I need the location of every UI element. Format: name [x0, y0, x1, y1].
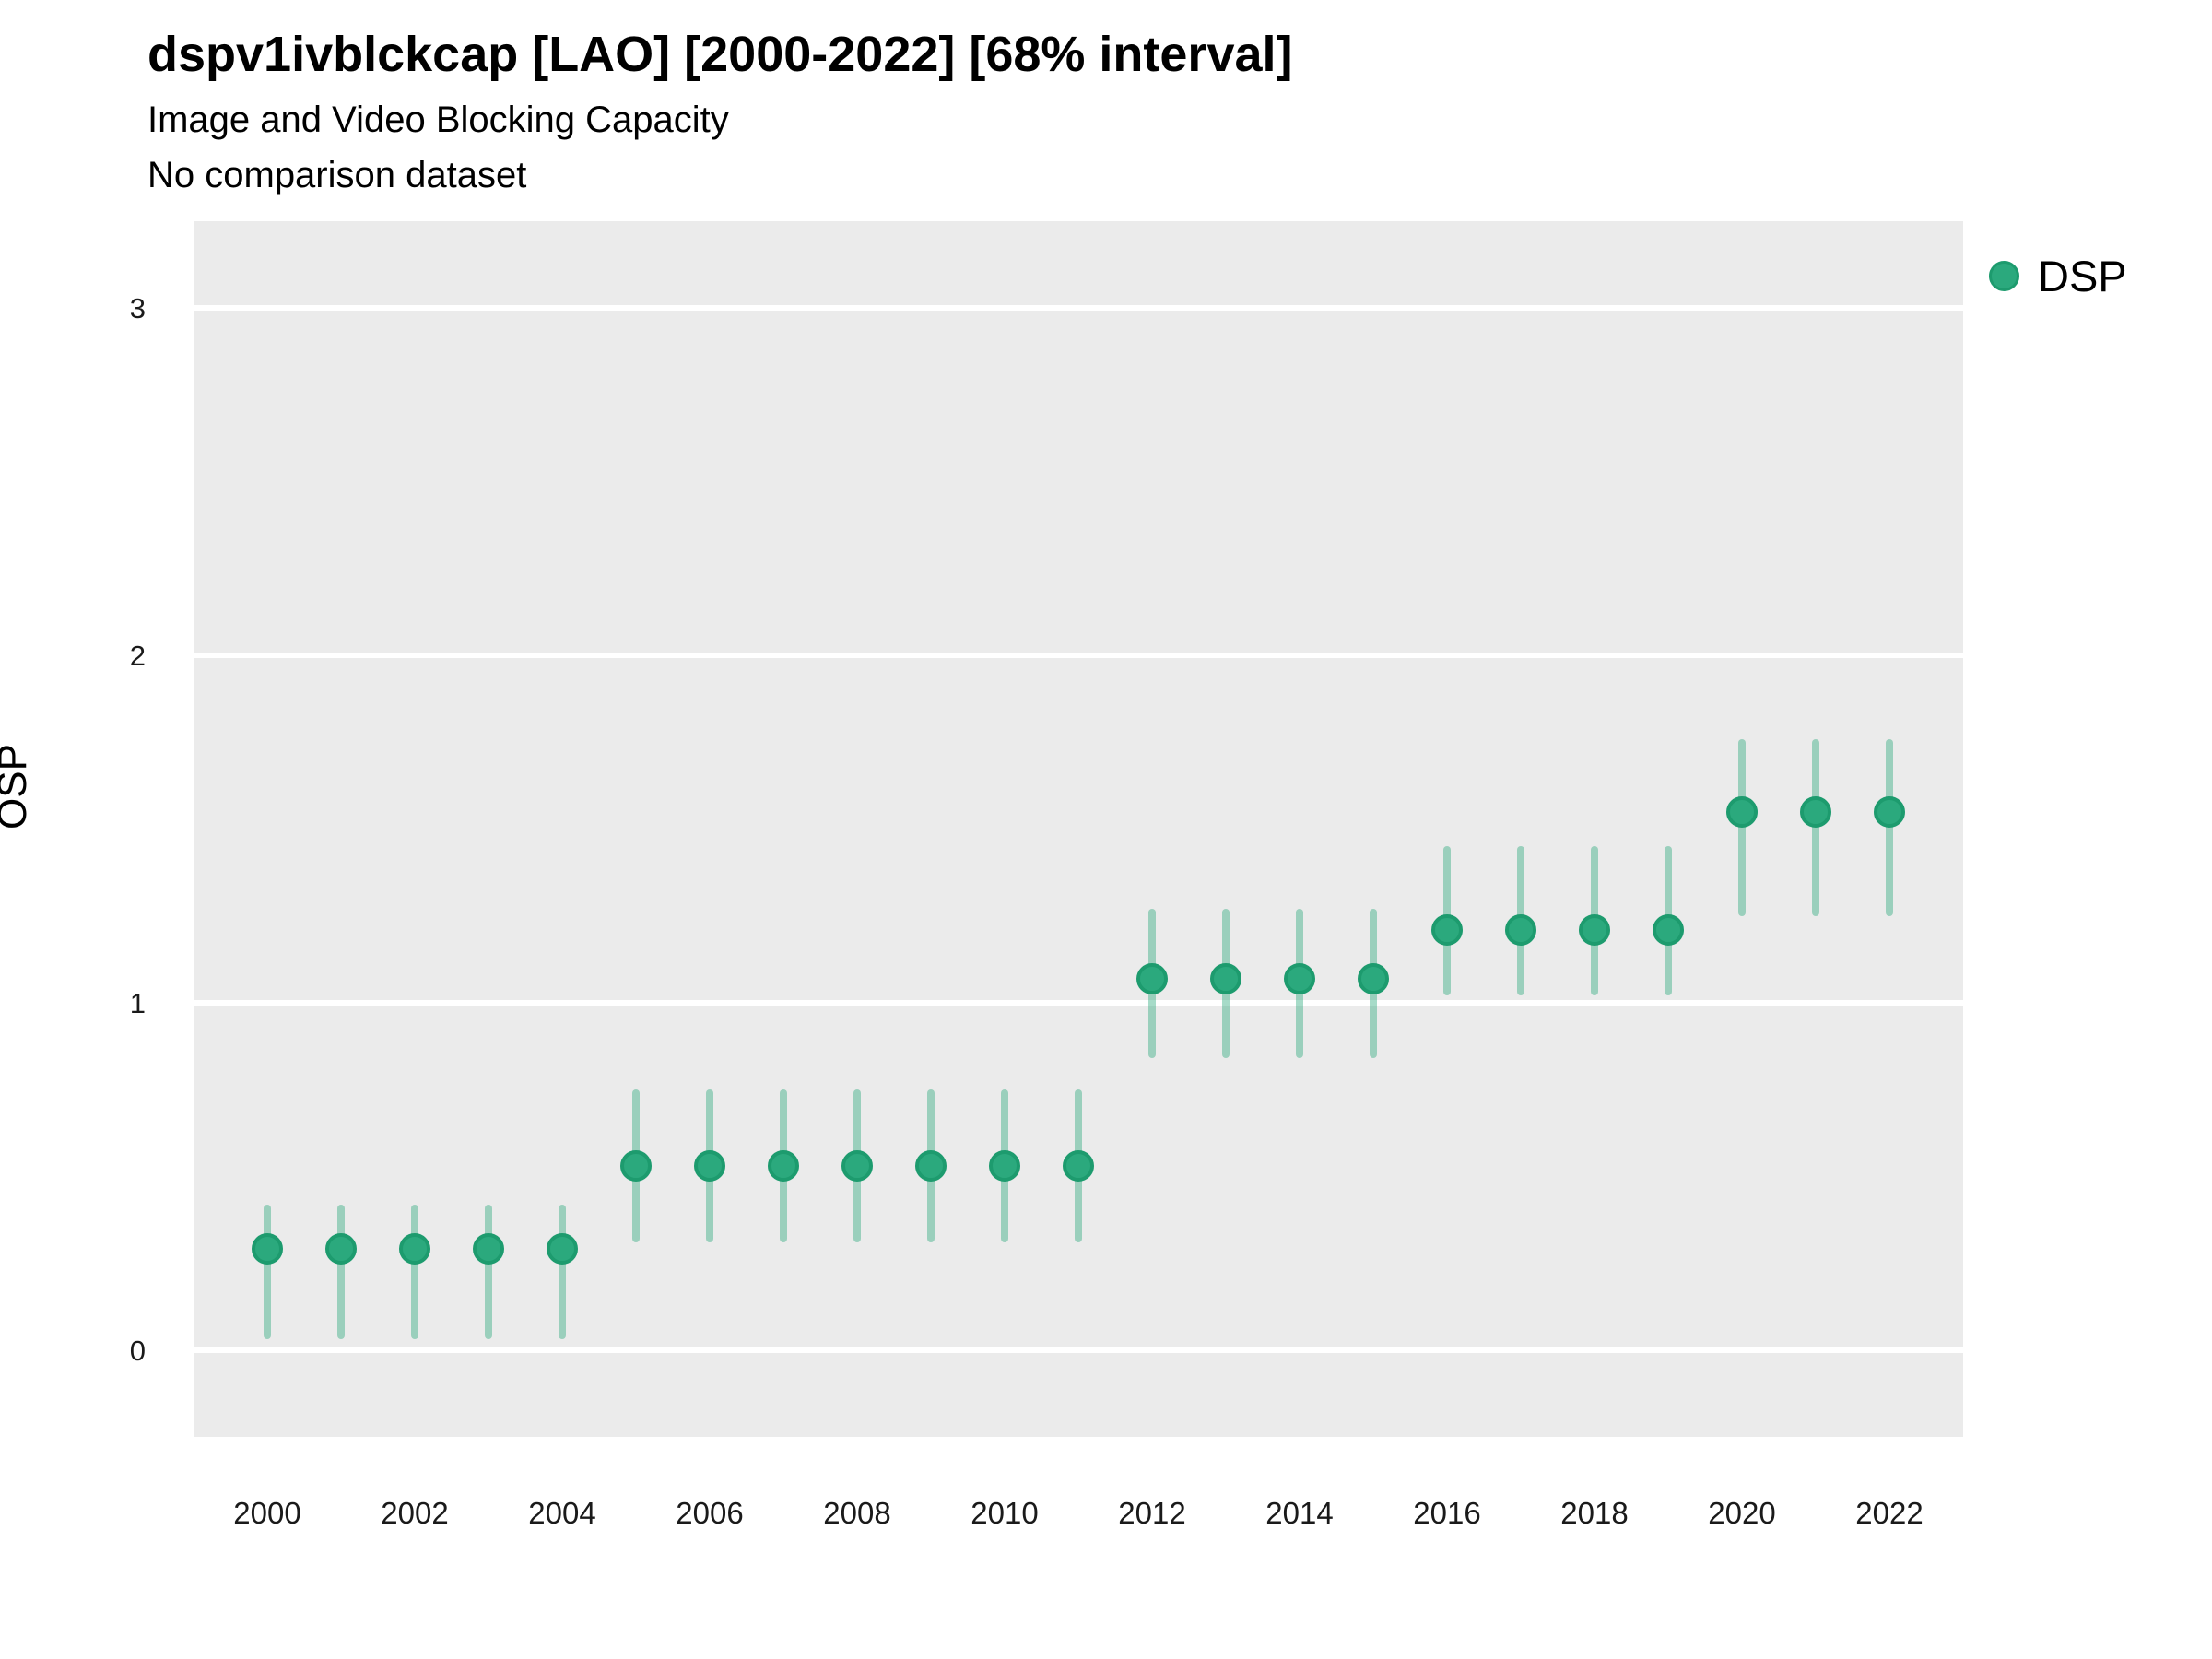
point-2013 — [1210, 962, 1241, 994]
gridline-y-1 — [194, 999, 1963, 1006]
point-2022 — [1874, 795, 1905, 828]
point-2012 — [1136, 962, 1168, 994]
point-2009 — [915, 1150, 947, 1182]
gridline-y-2 — [194, 653, 1963, 659]
point-2021 — [1800, 795, 1831, 828]
gridline-y-0 — [194, 1347, 1963, 1353]
interval-bar-2001 — [337, 1204, 345, 1340]
interval-bar-2003 — [485, 1204, 492, 1340]
point-2005 — [620, 1150, 652, 1182]
point-2016 — [1431, 913, 1463, 946]
legend-label: DSP — [2038, 252, 2127, 300]
interval-bar-2004 — [559, 1204, 566, 1340]
x-tick-2000: 2000 — [233, 1496, 301, 1530]
y-tick-1: 1 — [129, 986, 146, 1019]
x-tick-2020: 2020 — [1708, 1496, 1776, 1530]
x-tick-2014: 2014 — [1265, 1496, 1334, 1530]
point-2015 — [1358, 962, 1389, 994]
x-tick-2002: 2002 — [381, 1496, 449, 1530]
point-2007 — [768, 1150, 799, 1182]
chart-title: dspv1ivblckcap [LAO] [2000-2022] [68% in… — [147, 27, 1293, 82]
point-2004 — [547, 1233, 578, 1265]
point-2014 — [1284, 962, 1315, 994]
legend-point-icon — [1989, 261, 2019, 291]
point-2019 — [1653, 913, 1684, 946]
point-2003 — [473, 1233, 504, 1265]
point-2018 — [1579, 913, 1610, 946]
y-tick-2: 2 — [129, 640, 146, 673]
x-tick-2012: 2012 — [1118, 1496, 1186, 1530]
x-tick-2008: 2008 — [823, 1496, 891, 1530]
point-2008 — [841, 1150, 873, 1182]
y-axis-title: OSP — [0, 744, 35, 830]
x-tick-2018: 2018 — [1560, 1496, 1629, 1530]
gridline-y-3 — [194, 305, 1963, 312]
point-2011 — [1063, 1150, 1094, 1182]
point-2002 — [399, 1233, 430, 1265]
plot-panel — [194, 221, 1963, 1437]
legend: DSP — [1989, 251, 2127, 301]
x-tick-2022: 2022 — [1855, 1496, 1924, 1530]
x-tick-2010: 2010 — [971, 1496, 1039, 1530]
chart-subtitle: Image and Video Blocking Capacity — [147, 100, 729, 140]
interval-bar-2000 — [264, 1204, 271, 1340]
point-2000 — [252, 1233, 283, 1265]
x-tick-2006: 2006 — [676, 1496, 744, 1530]
comparison-note: No comparison dataset — [147, 155, 527, 195]
point-2017 — [1505, 913, 1536, 946]
x-tick-2004: 2004 — [528, 1496, 596, 1530]
point-2006 — [694, 1150, 725, 1182]
y-tick-3: 3 — [129, 292, 146, 325]
interval-bar-2002 — [411, 1204, 418, 1340]
x-tick-2016: 2016 — [1413, 1496, 1481, 1530]
y-tick-0: 0 — [129, 1334, 146, 1367]
point-2010 — [989, 1150, 1020, 1182]
point-2020 — [1726, 795, 1758, 828]
point-2001 — [325, 1233, 357, 1265]
